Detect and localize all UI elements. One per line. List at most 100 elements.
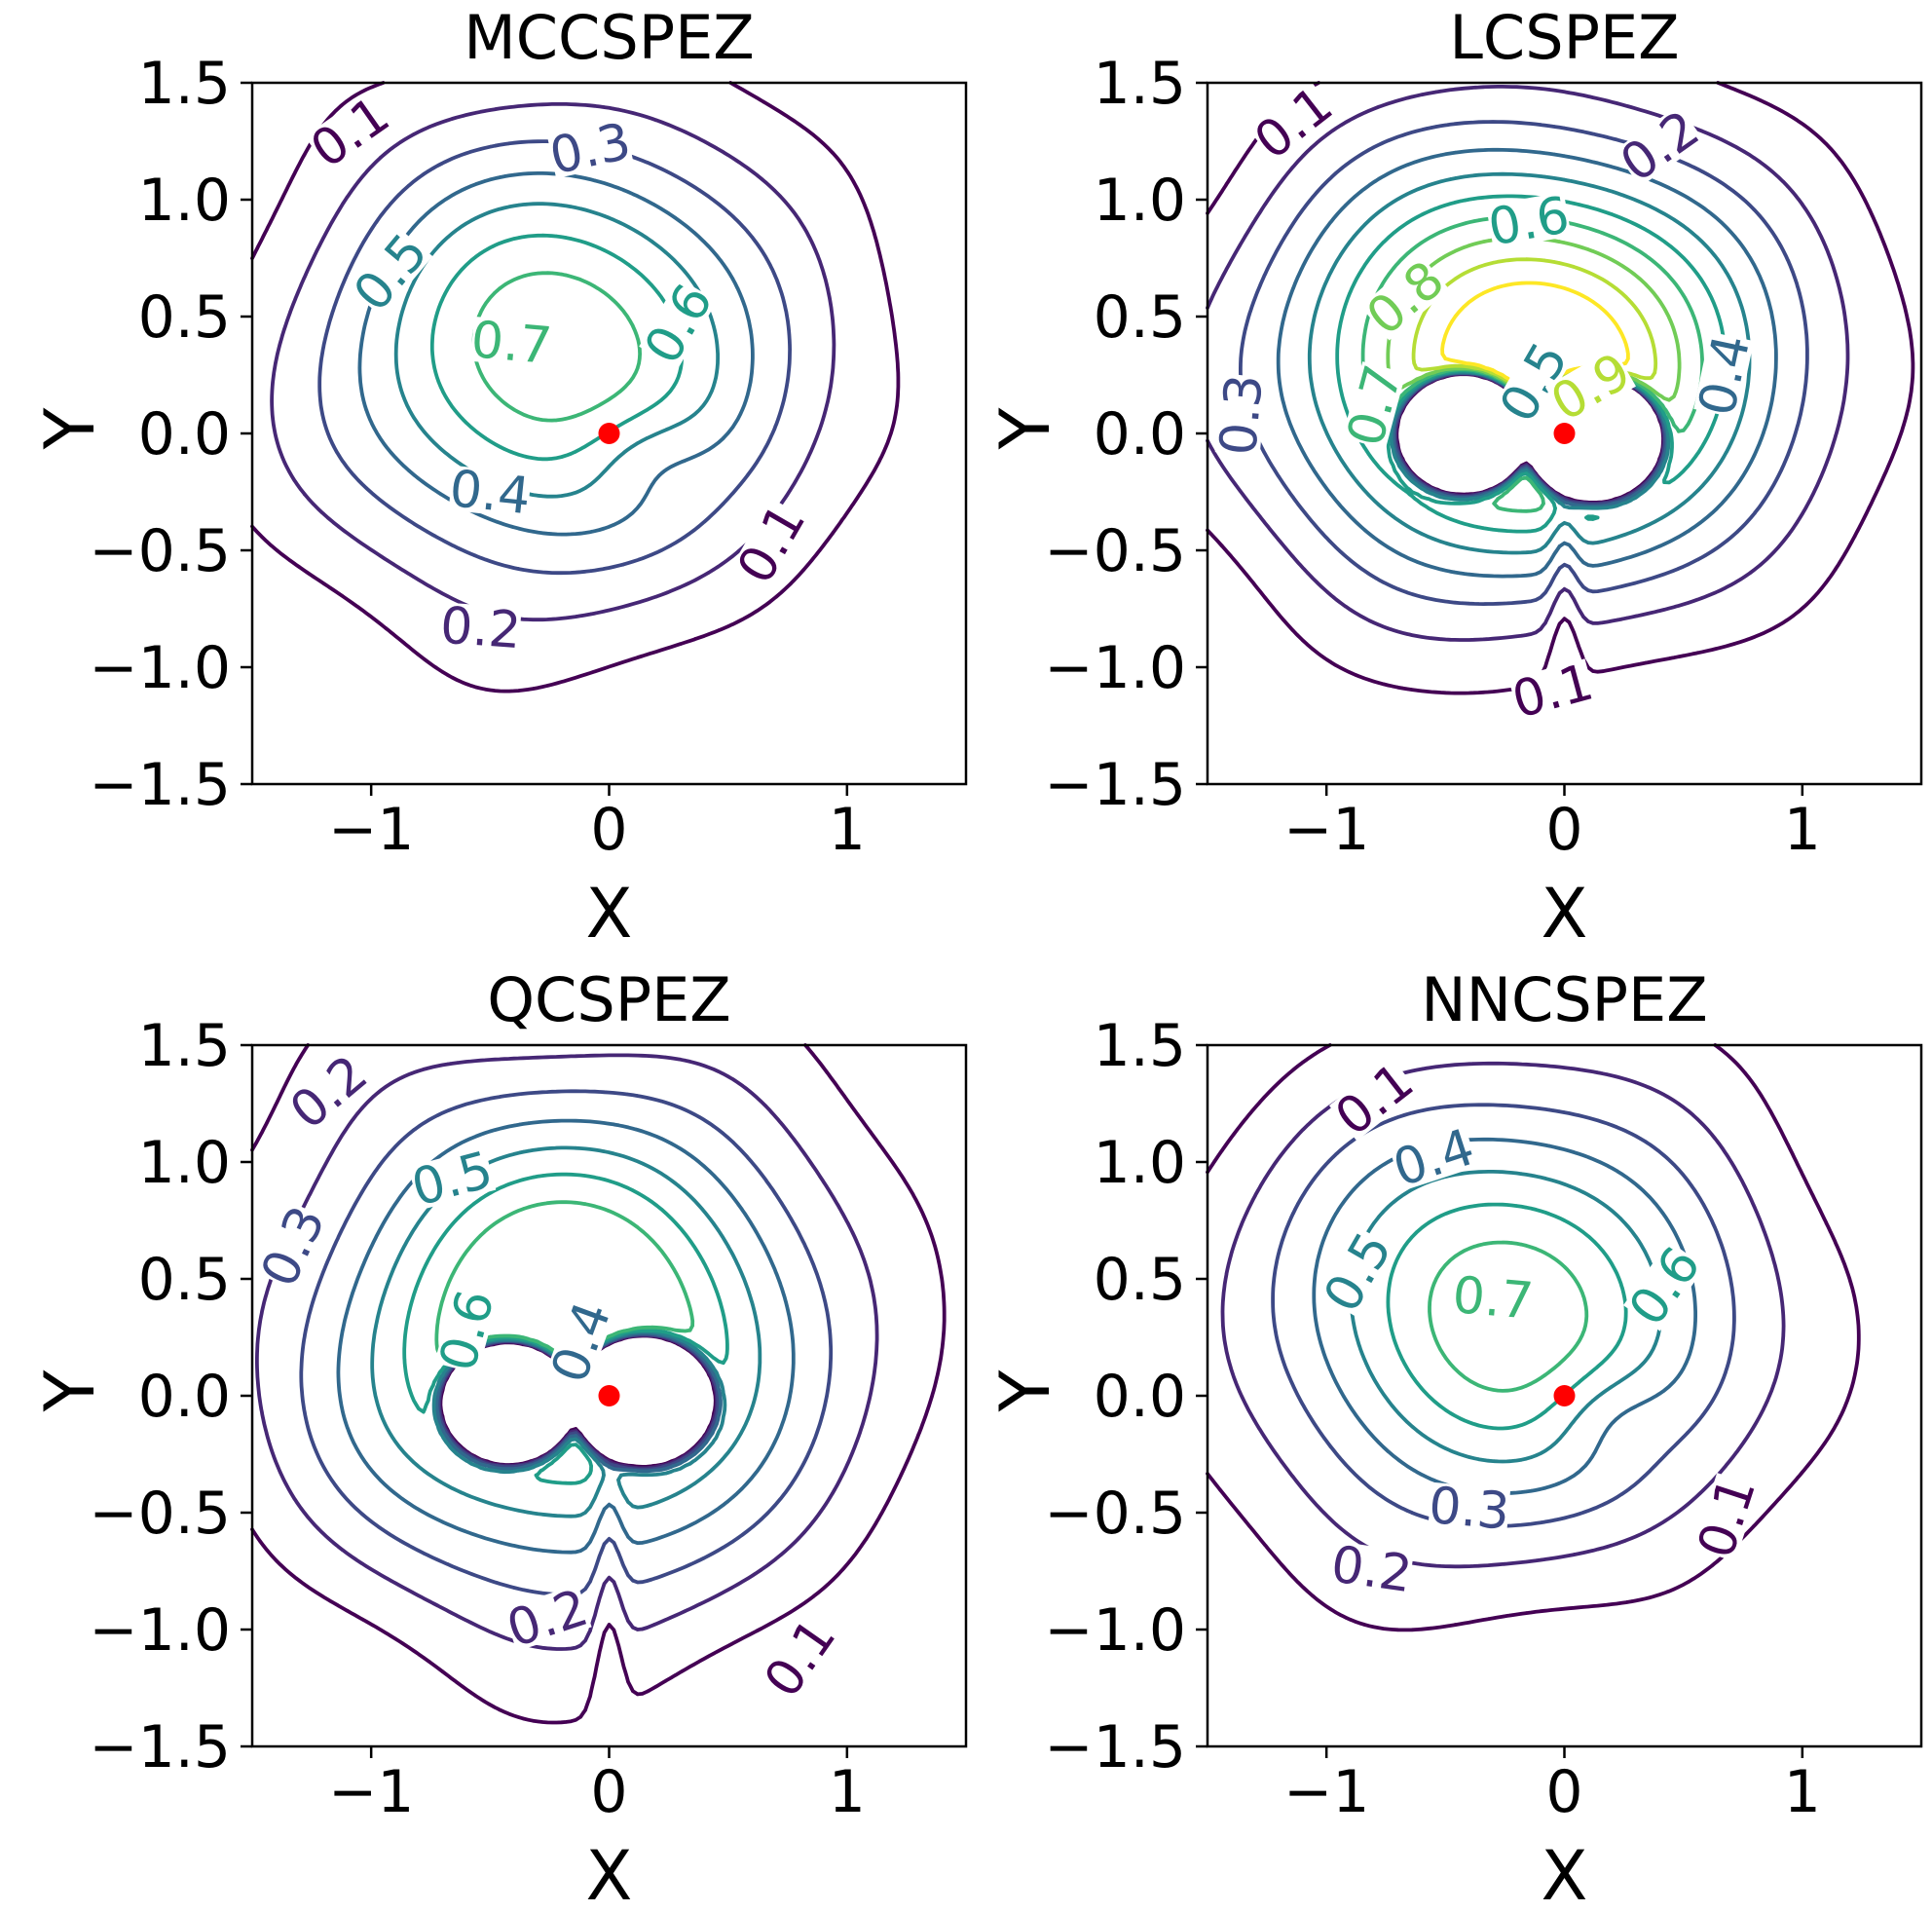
subplot-qcspez: 0.20.30.50.6 0.40.2 0.1−1 0 11.51.00.50.0−0.…: [89, 1012, 968, 1826]
axis-ticks: −1 0 1 1.5 1.0 0.5 0.0 −0.5 −1.0 −1.5: [89, 50, 866, 864]
contour-label: 0.7: [1450, 1266, 1536, 1331]
contour-label: 0.4: [1387, 1118, 1481, 1199]
contour-label-mask: [1328, 1057, 1420, 1142]
contour-label: 0.2: [438, 597, 523, 661]
axis-ticks: −1 0 1 1.5 1.0 0.5 0.0 −0.5 −1.0 −1.5: [1044, 1012, 1821, 1826]
contour-label: 0.5: [1313, 1223, 1403, 1323]
contour-line-0.3: [1271, 1103, 1736, 1528]
contour-label: 0.7: [468, 311, 554, 376]
x-tick-label: 1: [829, 796, 866, 864]
contour-label-mask: [546, 118, 634, 179]
contour-label-group: 0.4: [1387, 1118, 1481, 1199]
contour-label-mask: [1359, 255, 1450, 341]
y-tick-label: 0.5: [138, 283, 231, 352]
contour-label: 0.4: [447, 460, 534, 526]
contour-label-group: 0.6: [634, 275, 724, 374]
y-axis-label: Y: [985, 1369, 1065, 1412]
contour-label: 0.8: [1356, 250, 1456, 347]
contour-label: 0.1: [726, 495, 817, 594]
contour-label-group: 0.7: [1336, 359, 1413, 452]
contour-line-0.4: [1276, 147, 1778, 579]
contour-label-group: 0.6: [428, 1284, 505, 1376]
x-axis-label: X: [1541, 1836, 1588, 1912]
y-axis-label: Y: [30, 1369, 110, 1412]
contour-label-group: 0.7: [1450, 1266, 1536, 1331]
axis-ticks: −1 0 1 1.5 1.0 0.5 0.0 −0.5 −1.0 −1.5: [1044, 50, 1821, 864]
origin-point-marker: [598, 1385, 620, 1406]
contour-label-mask: [1451, 1271, 1535, 1324]
y-tick-label: 0.0: [138, 400, 231, 469]
y-tick-label: 1.0: [1094, 1129, 1186, 1197]
x-tick-label: 0: [590, 1758, 627, 1826]
contour-label: 0.5: [343, 223, 439, 322]
contour-label-mask: [1508, 658, 1597, 723]
contour-label-mask: [439, 602, 522, 653]
subplot-title-nncspez: NNCSPEZ: [1421, 964, 1708, 1035]
contour-label-group: 0.3: [1427, 1477, 1512, 1542]
contour-label: 0.2: [1611, 99, 1710, 194]
contour-label: 0.3: [545, 112, 636, 186]
subplot-nncspez: 0.10.40.5 0.7 0.60.30.20.1−1 0 11.51.00.50.0…: [1044, 1012, 1923, 1826]
contour-label-mask: [1485, 191, 1572, 250]
contour-labels: 0.1 0.20.60.80.70.3 0.50.9 0.40.1: [1209, 76, 1762, 731]
y-tick-label: 1.0: [138, 1129, 231, 1197]
contour-label-group: 0.7: [468, 311, 554, 376]
contour-label-mask: [502, 1584, 592, 1652]
contour-label-group: 0.2: [1611, 99, 1710, 194]
contour-label-group: 0.1: [726, 495, 817, 594]
origin-point-marker: [1553, 423, 1576, 444]
contour-label: 0.1: [1325, 1052, 1425, 1147]
y-tick-label: −1.5: [1044, 751, 1186, 819]
y-tick-label: −0.5: [1044, 1480, 1186, 1548]
y-tick-label: −0.5: [89, 517, 231, 585]
y-tick-label: −1.0: [1044, 634, 1186, 702]
contour-label-group: 0.2: [1327, 1535, 1415, 1604]
contour-label-mask: [639, 278, 718, 369]
x-tick-label: −1: [1283, 796, 1369, 864]
y-tick-label: 1.0: [138, 167, 231, 235]
contour-label: 0.1: [1506, 653, 1599, 730]
contour-line-0.2: [270, 102, 836, 622]
contour-label-group: 0.1: [1687, 1471, 1767, 1565]
y-tick-label: −1.0: [89, 1596, 231, 1665]
contour-label: 0.3: [1209, 372, 1275, 458]
contour-label: 0.2: [279, 1044, 379, 1141]
contour-line-0.6: [1335, 194, 1728, 534]
x-tick-label: 0: [1545, 796, 1582, 864]
contour-label: 0.5: [406, 1141, 499, 1218]
contour-line-0.6: [1386, 1202, 1628, 1431]
y-tick-label: 0.5: [1094, 1246, 1186, 1314]
subplot-title-lcspez: LCSPEZ: [1449, 2, 1680, 73]
contour-label-mask: [758, 1612, 841, 1704]
contour-label-mask: [434, 1286, 499, 1374]
contour-label-mask: [255, 1200, 330, 1292]
contour-label-mask: [469, 316, 553, 368]
contour-label-group: 0.4: [447, 460, 534, 526]
subplot-title-mccspez: MCCSPEZ: [464, 2, 755, 73]
y-tick-label: −1.5: [1044, 1713, 1186, 1781]
y-tick-label: −0.5: [89, 1480, 231, 1548]
contour-label-mask: [1494, 336, 1573, 428]
contour-label: 0.6: [634, 275, 724, 374]
y-tick-label: 1.5: [1094, 50, 1186, 118]
origin-point-marker: [598, 423, 620, 444]
contour-label-mask: [1329, 1541, 1414, 1597]
contour-label-mask: [1623, 1240, 1706, 1331]
contour-label-mask: [1247, 80, 1339, 165]
y-tick-label: 0.0: [138, 1363, 231, 1431]
contour-label-mask: [731, 498, 810, 589]
contour-line-0.4: [357, 171, 755, 537]
contour-label: 0.6: [428, 1284, 505, 1376]
contour-label-group: 0.3: [250, 1198, 337, 1295]
contour-label: 0.3: [1427, 1477, 1512, 1542]
contour-label-group: 0.1: [1245, 76, 1344, 171]
x-tick-label: 1: [829, 1758, 866, 1826]
y-tick-label: 1.5: [138, 1012, 231, 1080]
x-tick-label: 1: [1784, 1758, 1821, 1826]
y-tick-label: 0.5: [138, 1246, 231, 1314]
contour-label-group: 0.2: [438, 597, 523, 661]
contour-line-0.1: [1206, 1043, 1861, 1632]
contour-label-group: 0.1: [1506, 653, 1599, 730]
y-axis-label: Y: [30, 407, 110, 450]
